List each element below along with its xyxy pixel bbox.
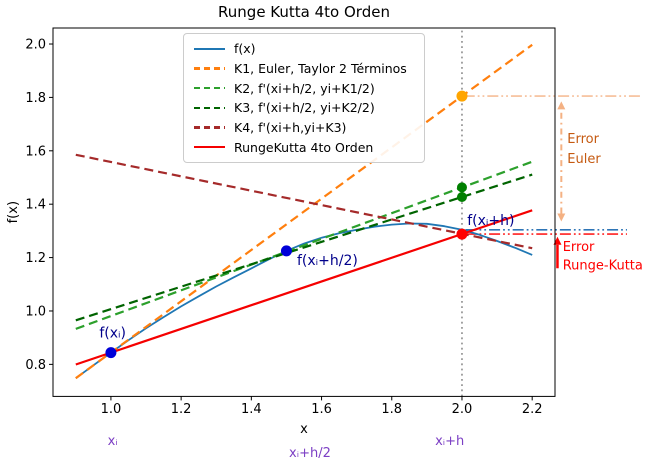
marker-dot xyxy=(456,228,468,240)
marker-dot xyxy=(105,347,117,359)
error-euler-arrow-head-up xyxy=(557,101,566,110)
annotation-text: Error xyxy=(567,132,599,147)
legend-swatch-solid xyxy=(194,47,225,51)
x-point-label: xᵢ xyxy=(108,434,118,449)
y-tick-label: 1.8 xyxy=(25,91,46,106)
page-title: Runge Kutta 4to Orden xyxy=(218,3,390,21)
legend-item: K4, f'(xi+h,yi+K3) xyxy=(194,120,414,135)
legend-item: K3, f'(xi+h/2, yi+K2/2) xyxy=(194,100,414,115)
x-tick-label: 1.6 xyxy=(311,402,332,417)
error-euler-arrow-head-down xyxy=(557,213,566,222)
annotation-text: Error xyxy=(563,240,595,255)
x-axis-label: x xyxy=(300,422,308,437)
axes-spines xyxy=(52,27,556,397)
point-label: f(xᵢ+h/2) xyxy=(297,253,358,269)
y-tick-label: 0.8 xyxy=(25,358,46,373)
legend-swatch-dashed xyxy=(194,86,225,90)
annotation-text: Runge-Kutta xyxy=(563,259,643,274)
marker-dot xyxy=(456,90,468,102)
marker-dot xyxy=(456,182,467,193)
legend-item-label: f(x) xyxy=(234,41,256,57)
x-point-label: xᵢ+h/2 xyxy=(289,446,331,461)
y-tick-label: 1.4 xyxy=(25,198,46,213)
series-line xyxy=(75,153,533,250)
legend-item: RungeKutta 4to Orden xyxy=(194,140,414,155)
legend: f(x) K1, Euler, Taylor 2 Términos K2, f'(x… xyxy=(183,33,425,163)
legend-item-label: K1, Euler, Taylor 2 Términos xyxy=(234,60,407,76)
point-label: f(xᵢ) xyxy=(99,326,126,342)
x-tick-label: 2.0 xyxy=(452,402,473,417)
x-tick-label: 1.0 xyxy=(101,402,122,417)
legend-item-label: K4, f'(xi+h,yi+K3) xyxy=(234,119,347,135)
y-tick-label: 1.0 xyxy=(25,304,46,319)
y-tick-label: 1.6 xyxy=(25,144,46,159)
legend-item-label: RungeKutta 4to Orden xyxy=(234,139,374,155)
x-tick-label: 1.2 xyxy=(171,402,192,417)
series-line xyxy=(75,209,533,366)
point-label: f(xᵢ+h) xyxy=(467,213,514,229)
legend-swatch-dashed xyxy=(194,67,225,70)
legend-item-label: K3, f'(xi+h/2, yi+K2/2) xyxy=(234,100,375,116)
y-tick-label: 2.0 xyxy=(25,38,46,53)
series-line xyxy=(75,43,533,380)
x-tick-label: 1.4 xyxy=(241,402,262,417)
series-line xyxy=(75,222,533,379)
legend-item-label: K2, f'(xi+h/2, yi+K1/2) xyxy=(234,80,375,96)
legend-item: K1, Euler, Taylor 2 Términos xyxy=(194,61,414,76)
legend-item: K2, f'(xi+h/2, yi+K1/2) xyxy=(194,81,414,96)
legend-swatch-solid xyxy=(194,145,225,149)
legend-swatch-dashed xyxy=(194,106,225,110)
marker-dot xyxy=(456,191,467,202)
legend-item: f(x) xyxy=(194,41,414,56)
y-tick-label: 1.2 xyxy=(25,251,46,266)
y-axis-label: f(x) xyxy=(6,201,21,223)
x-tick-label: 2.2 xyxy=(522,402,543,417)
x-tick-label: 1.8 xyxy=(381,402,402,417)
annotation-text: Euler xyxy=(567,152,601,167)
marker-dot xyxy=(280,245,292,257)
x-point-label: xᵢ+h xyxy=(435,434,464,449)
series-line xyxy=(75,173,533,322)
series-line xyxy=(75,160,533,330)
legend-swatch-dashed xyxy=(194,126,225,129)
